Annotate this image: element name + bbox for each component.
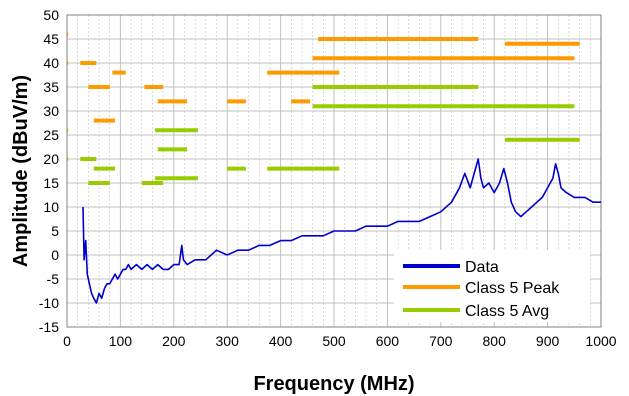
x-tick-label: 200 <box>162 333 186 349</box>
x-axis-ticks: 0 100 200 300 400 500 600 700 800 900 1000 <box>63 333 617 349</box>
x-tick-label: 100 <box>109 333 133 349</box>
legend-label-class5-peak: Class 5 Peak <box>465 280 560 297</box>
y-tick-label: 0 <box>51 247 59 263</box>
y-tick-label: 20 <box>43 151 59 167</box>
y-tick-label: 5 <box>51 223 59 239</box>
legend-label-data: Data <box>465 259 499 276</box>
plot-border <box>66 14 602 328</box>
x-tick-label: 1000 <box>585 333 616 349</box>
y-tick-label: 30 <box>43 103 59 119</box>
y-tick-label: 25 <box>43 127 59 143</box>
plot-area <box>66 14 602 328</box>
x-tick-label: 800 <box>483 333 507 349</box>
y-axis-ticks: -15 -10 -5 0 5 10 15 20 25 30 35 40 45 50 <box>39 7 59 335</box>
x-tick-label: 900 <box>536 333 560 349</box>
y-tick-label: -5 <box>47 271 60 287</box>
x-axis-title: Frequency (MHz) <box>253 373 414 395</box>
x-tick-label: 400 <box>269 333 293 349</box>
y-tick-label: 35 <box>43 79 59 95</box>
y-tick-label: 10 <box>43 199 59 215</box>
x-tick-label: 300 <box>216 333 240 349</box>
x-tick-label: 500 <box>322 333 346 349</box>
data-series-line <box>82 158 601 304</box>
legend-label-class5-avg: Class 5 Avg <box>465 303 549 320</box>
y-tick-label: -15 <box>39 319 59 335</box>
legend: Data Class 5 Peak Class 5 Avg <box>394 250 590 322</box>
x-tick-label: 0 <box>63 333 71 349</box>
y-tick-label: -10 <box>39 295 59 311</box>
y-tick-label: 15 <box>43 175 59 191</box>
y-tick-label: 40 <box>43 55 59 71</box>
x-tick-label: 600 <box>376 333 400 349</box>
x-tick-label: 700 <box>429 333 453 349</box>
y-tick-label: 50 <box>43 7 59 23</box>
series-layer <box>67 32 601 304</box>
y-axis-title: Amplitude (dBuV/m) <box>10 75 32 267</box>
y-tick-label: 45 <box>43 31 59 47</box>
